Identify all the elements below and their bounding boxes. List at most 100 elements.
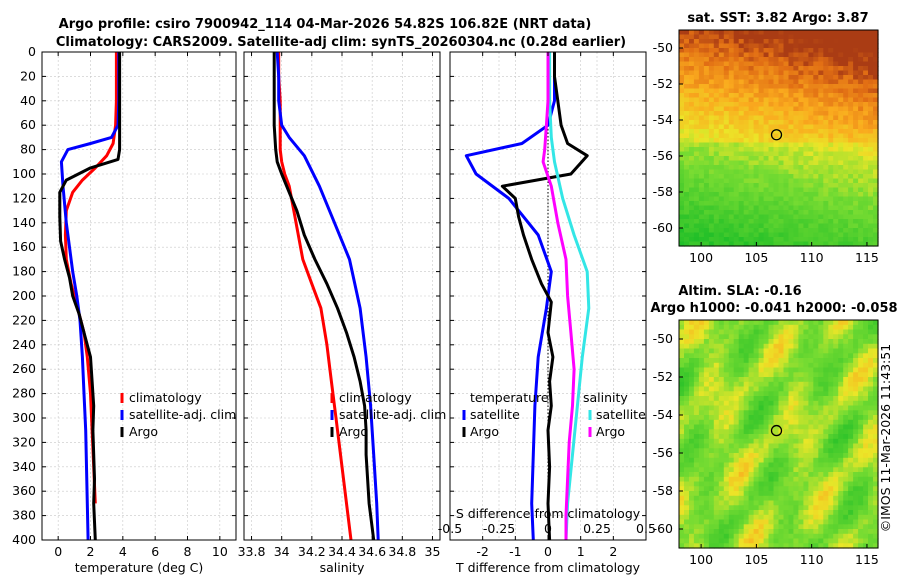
- heatmap-cell: [848, 486, 854, 492]
- heatmap-cell: [738, 334, 745, 340]
- heatmap-cell: [743, 320, 750, 326]
- heatmap-cell: [758, 138, 765, 144]
- heatmap-cell: [693, 223, 700, 229]
- heatmap-cell: [723, 196, 730, 202]
- heatmap-cell: [748, 434, 755, 440]
- heatmap-cell: [793, 415, 799, 421]
- heatmap-cell: [838, 400, 844, 407]
- heatmap-cell: [778, 57, 785, 63]
- heatmap-cell: [773, 210, 780, 216]
- heatmap-cell: [763, 429, 770, 435]
- heatmap-cell: [773, 343, 780, 350]
- heatmap-cell: [733, 538, 740, 544]
- heatmap-cell: [718, 462, 725, 468]
- heatmap-cell: [698, 358, 705, 364]
- heatmap-cell: [703, 52, 710, 58]
- heatmap-cell: [773, 115, 780, 121]
- heatmap-cell: [748, 438, 755, 445]
- heatmap-cell: [798, 34, 804, 40]
- heatmap-cell: [863, 156, 869, 162]
- heatmap-cell: [803, 434, 809, 440]
- heatmap-cell: [768, 142, 775, 148]
- heatmap-cell: [718, 500, 725, 506]
- heatmap-cell: [698, 324, 705, 331]
- heatmap-cell: [793, 462, 799, 468]
- heatmap-cell: [713, 124, 720, 130]
- heatmap-cell: [748, 472, 755, 478]
- heatmap-cell: [738, 192, 745, 198]
- heatmap-cell: [798, 362, 804, 369]
- heatmap-cell: [778, 448, 785, 454]
- heatmap-cell: [713, 187, 720, 193]
- heatmap-cell: [768, 448, 775, 454]
- heatmap-cell: [873, 339, 879, 345]
- heatmap-cell: [748, 495, 755, 502]
- heatmap-cell: [684, 415, 690, 421]
- heatmap-cell: [823, 93, 829, 99]
- heatmap-cell: [773, 165, 780, 171]
- heatmap-cell: [813, 500, 819, 506]
- heatmap-cell: [684, 486, 690, 492]
- heatmap-cell: [758, 102, 765, 108]
- heatmap-cell: [718, 457, 725, 464]
- heatmap-cell: [833, 434, 839, 440]
- heatmap-cell: [693, 237, 700, 243]
- heatmap-cell: [733, 219, 740, 225]
- heatmap-cell: [679, 223, 685, 229]
- heatmap-cell: [708, 419, 715, 426]
- heatmap-cell: [853, 377, 859, 383]
- heatmap-cell: [783, 348, 790, 354]
- heatmap-cell: [793, 448, 799, 454]
- heatmap-cell: [828, 434, 834, 440]
- heatmap-cell: [828, 320, 834, 326]
- heatmap-cell: [873, 405, 879, 411]
- salinity-panel: 33.8 34 34.2 34.4 34.6 34.8 35salinityclimatol…: [238, 51, 446, 575]
- heatmap-cell: [873, 491, 879, 497]
- heatmap-cell: [788, 52, 795, 58]
- heatmap-cell: [803, 524, 809, 530]
- heatmap-cell: [698, 120, 705, 126]
- heatmap-cell: [843, 201, 849, 207]
- heatmap-cell: [703, 343, 710, 350]
- heatmap-cell: [828, 70, 834, 76]
- heatmap-cell: [788, 120, 795, 126]
- heatmap-cell: [873, 348, 879, 354]
- heatmap-cell: [708, 324, 715, 331]
- heatmap-cell: [833, 115, 839, 121]
- heatmap-cell: [684, 353, 690, 359]
- heatmap-cell: [743, 500, 750, 506]
- heatmap-cell: [679, 124, 685, 130]
- heatmap-cell: [793, 367, 799, 373]
- heatmap-cell: [848, 329, 854, 335]
- heatmap-cell: [763, 410, 770, 416]
- heatmap-cell: [803, 386, 809, 392]
- heatmap-cell: [743, 367, 750, 373]
- heatmap-cell: [863, 533, 869, 540]
- heatmap-cell: [733, 472, 740, 478]
- heatmap-cell: [833, 476, 839, 483]
- heatmap-cell: [758, 214, 765, 220]
- heatmap-cell: [733, 160, 740, 166]
- heatmap-cell: [813, 453, 819, 459]
- heatmap-cell: [853, 138, 859, 144]
- heatmap-cell: [689, 377, 695, 383]
- heatmap-cell: [868, 228, 874, 234]
- heatmap-cell: [708, 495, 715, 502]
- heatmap-cell: [833, 538, 839, 544]
- heatmap-cell: [693, 61, 700, 67]
- map-x-tick-label: 115: [855, 250, 879, 265]
- heatmap-cell: [733, 201, 740, 207]
- heatmap-cell: [723, 48, 730, 54]
- heatmap-cell: [868, 429, 874, 435]
- heatmap-cell: [708, 362, 715, 369]
- heatmap-cell: [853, 324, 859, 331]
- heatmap-cell: [873, 115, 879, 121]
- heatmap-cell: [733, 232, 740, 238]
- heatmap-cell: [763, 448, 770, 454]
- heatmap-cell: [788, 34, 795, 40]
- heatmap-cell: [848, 415, 854, 421]
- heatmap-cell: [778, 358, 785, 364]
- heatmap-cell: [783, 429, 790, 435]
- heatmap-cell: [823, 495, 829, 502]
- heatmap-cell: [863, 214, 869, 220]
